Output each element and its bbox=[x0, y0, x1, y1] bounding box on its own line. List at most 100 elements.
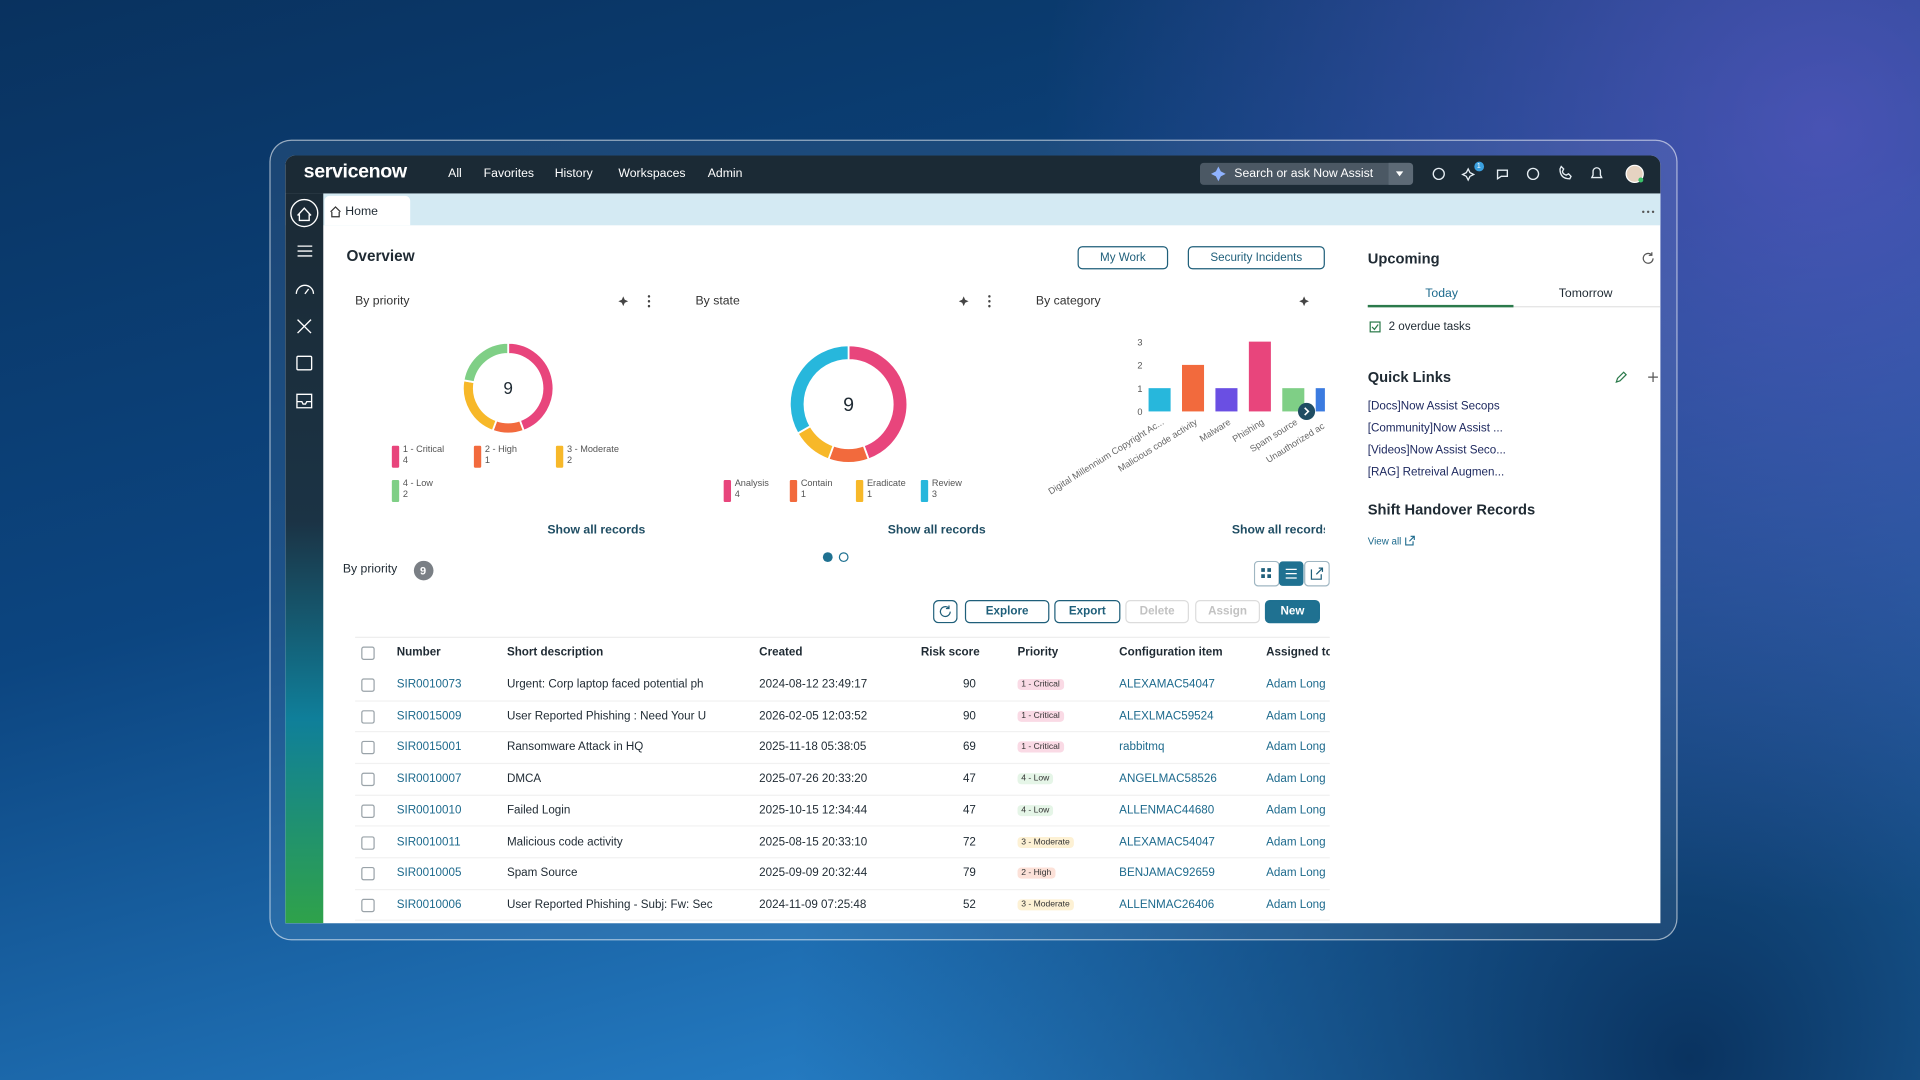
nav-menu-item[interactable]: All bbox=[448, 167, 462, 181]
table-cell[interactable]: Adam Long bbox=[1266, 866, 1326, 881]
table-cell[interactable]: ANGELMAC58526 bbox=[1119, 772, 1217, 786]
pager-dot-active[interactable] bbox=[822, 552, 833, 563]
show-all-link[interactable]: Show all records bbox=[887, 523, 986, 537]
table-cell: 2025-10-15 12:34:44 bbox=[759, 803, 868, 818]
table-cell[interactable]: Adam Long bbox=[1266, 772, 1326, 786]
show-all-link[interactable]: Show all records bbox=[547, 523, 646, 537]
quick-link[interactable]: [Docs]Now Assist Secops bbox=[1367, 399, 1500, 414]
gauge-nav[interactable] bbox=[295, 284, 315, 295]
filter-button[interactable]: Security Incidents bbox=[1187, 246, 1325, 270]
row-checkbox[interactable] bbox=[361, 741, 375, 755]
column-header[interactable]: Number bbox=[396, 645, 441, 660]
table-cell[interactable]: ALEXLMAC59524 bbox=[1119, 709, 1214, 723]
nav-menu-item[interactable]: Admin bbox=[707, 167, 743, 181]
legend-swatch bbox=[855, 479, 864, 503]
nav-menu-item[interactable]: Workspaces bbox=[618, 167, 686, 181]
column-header[interactable]: Created bbox=[759, 645, 803, 660]
avatar[interactable] bbox=[1625, 164, 1644, 184]
pager-dot[interactable] bbox=[838, 552, 849, 563]
show-all-link[interactable]: Show all records bbox=[1231, 523, 1325, 537]
action-button: Assign bbox=[1195, 599, 1260, 624]
globe-icon[interactable] bbox=[1432, 167, 1445, 181]
nav-menu-item[interactable]: History bbox=[554, 167, 593, 181]
table-cell[interactable]: ALEXAMAC54047 bbox=[1119, 835, 1215, 849]
table-cell[interactable]: Adam Long bbox=[1266, 740, 1326, 755]
donut-segment bbox=[827, 444, 870, 464]
filter-button[interactable]: My Work bbox=[1077, 246, 1169, 270]
table-cell[interactable]: SIR0010007 bbox=[396, 772, 462, 786]
table-cell[interactable]: ALLENMAC26406 bbox=[1119, 898, 1215, 912]
table-cell[interactable]: SIR0010073 bbox=[396, 677, 462, 692]
upcoming-title: Upcoming bbox=[1367, 249, 1440, 267]
refresh-icon[interactable] bbox=[1641, 251, 1656, 266]
status-dot bbox=[1638, 177, 1644, 183]
view-toggle[interactable] bbox=[1253, 560, 1330, 588]
table-cell[interactable]: SIR0010005 bbox=[396, 866, 462, 881]
table-cell[interactable]: BENJAMAC92659 bbox=[1119, 866, 1215, 881]
search-box[interactable] bbox=[1199, 162, 1414, 185]
upcoming-tab[interactable]: Today bbox=[1425, 287, 1458, 301]
quick-links-actions[interactable] bbox=[1614, 370, 1658, 385]
row-checkbox[interactable] bbox=[361, 678, 375, 692]
table-cell[interactable]: ALLENMAC44680 bbox=[1119, 803, 1215, 818]
view-all-link[interactable]: View all bbox=[1367, 535, 1402, 547]
legend-label: 4 - Low bbox=[403, 478, 433, 488]
row-checkbox[interactable] bbox=[361, 646, 375, 660]
nav-menu-item[interactable]: Favorites bbox=[483, 167, 535, 181]
column-header[interactable]: Assigned to bbox=[1266, 645, 1330, 660]
table-cell[interactable]: Adam Long bbox=[1266, 803, 1326, 818]
bell-icon[interactable] bbox=[1590, 167, 1603, 179]
row-checkbox[interactable] bbox=[361, 709, 375, 724]
column-header[interactable]: Short description bbox=[506, 645, 604, 660]
quick-links-title: Quick Links bbox=[1367, 368, 1452, 386]
table-cell[interactable]: SIR0010006 bbox=[396, 898, 462, 912]
action-button[interactable]: New bbox=[1264, 599, 1320, 624]
phone-icon[interactable] bbox=[1559, 165, 1572, 180]
action-button[interactable]: Export bbox=[1054, 599, 1121, 624]
table-cell: Failed Login bbox=[506, 803, 571, 818]
assist-icon[interactable] bbox=[1461, 167, 1476, 182]
chat-icon[interactable] bbox=[1496, 169, 1509, 181]
column-header[interactable]: Risk score bbox=[920, 645, 980, 660]
tools-nav[interactable] bbox=[297, 319, 312, 334]
table-cell[interactable]: SIR0015001 bbox=[396, 740, 462, 755]
table-cell: Urgent: Corp laptop faced potential ph bbox=[506, 677, 704, 692]
search-placeholder[interactable]: Search or ask Now Assist bbox=[1234, 167, 1374, 181]
row-checkbox[interactable] bbox=[361, 898, 375, 913]
table-cell[interactable]: Adam Long bbox=[1266, 835, 1326, 849]
action-button[interactable]: Explore bbox=[964, 599, 1050, 624]
table-cell[interactable]: ALEXAMAC54047 bbox=[1119, 677, 1215, 692]
table-cell[interactable]: Adam Long bbox=[1266, 898, 1326, 912]
quick-link[interactable]: [Videos]Now Assist Seco... bbox=[1367, 443, 1506, 458]
row-checkbox[interactable] bbox=[361, 835, 375, 850]
table-cell[interactable]: SIR0015009 bbox=[396, 709, 462, 723]
overdue-tasks[interactable]: 2 overdue tasks bbox=[1388, 320, 1471, 334]
row-checkbox[interactable] bbox=[361, 804, 375, 818]
list-nav[interactable] bbox=[297, 245, 313, 257]
table-cell[interactable]: SIR0010010 bbox=[396, 803, 462, 818]
table-cell[interactable]: Adam Long bbox=[1266, 709, 1326, 723]
column-header[interactable]: Priority bbox=[1017, 645, 1059, 660]
home-nav[interactable] bbox=[290, 198, 319, 228]
column-header[interactable]: Configuration item bbox=[1119, 645, 1223, 660]
table-cell[interactable]: SIR0010011 bbox=[396, 835, 461, 849]
priority-pill: 3 - Moderate bbox=[1017, 836, 1074, 848]
quick-link[interactable]: [RAG] Retreival Augmen... bbox=[1367, 465, 1505, 480]
help-icon[interactable] bbox=[1526, 167, 1540, 181]
donut-segment bbox=[507, 341, 555, 432]
legend-swatch bbox=[920, 479, 929, 503]
logo[interactable]: servicenow bbox=[303, 161, 407, 183]
inbox-nav[interactable] bbox=[296, 393, 313, 409]
more-icon[interactable] bbox=[1641, 209, 1656, 214]
refresh-button[interactable] bbox=[933, 600, 958, 624]
upcoming-tab[interactable]: Tomorrow bbox=[1558, 287, 1613, 301]
tab-label[interactable]: Home bbox=[345, 205, 378, 219]
row-checkbox[interactable] bbox=[361, 772, 375, 787]
table-cell[interactable]: Adam Long bbox=[1266, 677, 1326, 692]
legend-label: Eradicate bbox=[867, 478, 906, 488]
quick-link[interactable]: [Community]Now Assist ... bbox=[1367, 421, 1503, 436]
row-checkbox[interactable] bbox=[361, 867, 375, 881]
calendar-nav[interactable] bbox=[296, 355, 313, 371]
table-cell[interactable]: rabbitmq bbox=[1119, 740, 1165, 755]
count-badge bbox=[413, 560, 434, 581]
